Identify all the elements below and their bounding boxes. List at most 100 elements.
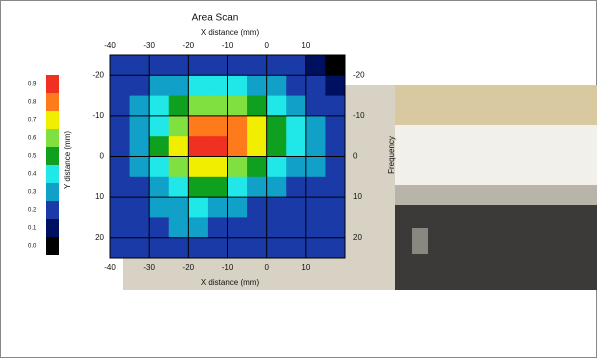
heat-cell (188, 176, 209, 198)
heat-cell (286, 115, 307, 137)
heat-cell (266, 75, 287, 97)
heat-cell (149, 55, 170, 76)
heat-cell (188, 237, 209, 259)
heat-cell (247, 136, 268, 157)
heat-cell (247, 217, 268, 239)
heat-cell (110, 237, 131, 259)
heat-cell (110, 115, 131, 137)
y-tick-label: -10 (92, 111, 104, 120)
heat-cell (129, 136, 150, 157)
heat-cell (247, 156, 268, 178)
heat-cell (325, 237, 346, 259)
heat-cell (129, 176, 150, 198)
colorbar-label: 0.3 (28, 190, 37, 196)
x-tick-label: -20 (183, 41, 195, 50)
heat-cell (168, 75, 189, 97)
heat-cell (168, 55, 189, 76)
heat-cell (247, 55, 268, 76)
y-tick-label: 20 (95, 233, 104, 242)
heat-cell (266, 136, 287, 157)
heat-cell (266, 95, 287, 117)
heat-cell (266, 156, 287, 178)
heat-cell (110, 75, 131, 97)
colorbar-swatch (46, 237, 59, 255)
heat-cell (325, 176, 346, 198)
y-label: Y distance (mm) (63, 131, 72, 189)
colorbar-swatch (46, 219, 59, 237)
heat-cell (286, 55, 307, 76)
colorbar-swatch (46, 201, 59, 219)
heat-cell (168, 237, 189, 259)
heat-cell (305, 197, 326, 218)
heat-cell (266, 237, 287, 259)
x-tick-label: 0 (264, 263, 269, 272)
colorbar-swatch (46, 129, 59, 147)
heat-cell (227, 237, 248, 259)
heat-cell (149, 176, 170, 198)
colorbar-label: 0.7 (28, 118, 37, 124)
heat-cell (325, 156, 346, 178)
heat-cell (149, 75, 170, 97)
heat-cell (305, 176, 326, 198)
colorbar-swatch (46, 147, 59, 165)
heat-cell (168, 95, 189, 117)
heat-cell (227, 95, 248, 117)
heat-cell (247, 115, 268, 137)
colorbar-label: 0.8 (28, 100, 37, 106)
heat-cell (286, 217, 307, 239)
x-tick-label: -20 (183, 263, 195, 272)
heat-cell (110, 55, 131, 76)
heat-cell (207, 197, 228, 218)
y-tick-label: 0 (100, 152, 105, 161)
heat-cell (286, 75, 307, 97)
heat-cell (305, 136, 326, 157)
heat-cell (305, 55, 326, 76)
heat-cell (325, 197, 346, 218)
heat-cell (129, 55, 150, 76)
heat-cell (305, 75, 326, 97)
photo-dark (395, 205, 597, 290)
heat-cell (266, 176, 287, 198)
heat-cell (207, 75, 228, 97)
colorbar-label: 0.1 (28, 226, 37, 232)
heat-cell (207, 115, 228, 137)
heat-cell (247, 176, 268, 198)
heat-cell (207, 136, 228, 157)
heat-cell (168, 136, 189, 157)
heat-cell (286, 136, 307, 157)
colorbar-label: 0.0 (28, 244, 37, 250)
heat-cell (266, 55, 287, 76)
heat-cell (286, 197, 307, 218)
heat-cell (149, 156, 170, 178)
colorbar-label: 0.6 (28, 136, 37, 142)
chart-title: Area Scan (192, 13, 239, 24)
x-tick-label: -30 (143, 41, 155, 50)
colorbar-swatch (46, 165, 59, 183)
colorbar-label: 0.2 (28, 208, 37, 214)
heat-cell (149, 197, 170, 218)
y-tick-label: 10 (353, 192, 362, 201)
heat-cell (207, 237, 228, 259)
heat-cell (286, 176, 307, 198)
heat-cell (325, 55, 346, 76)
y-tick-label: 20 (353, 233, 362, 242)
heat-cell (247, 237, 268, 259)
heat-cell (207, 176, 228, 198)
y-tick-label: -20 (92, 70, 104, 79)
heat-cell (129, 115, 150, 137)
x-label-top: X distance (mm) (201, 28, 260, 37)
heat-cell (266, 197, 287, 218)
photo-top (395, 85, 597, 125)
colorbar-label: 0.5 (28, 154, 37, 160)
heat-cell (325, 75, 346, 97)
heat-cell (247, 95, 268, 117)
x-tick-label: -10 (222, 41, 234, 50)
heat-cell (247, 75, 268, 97)
heat-cell (305, 217, 326, 239)
heat-cell (149, 237, 170, 259)
heat-cell (266, 115, 287, 137)
heat-cell (168, 197, 189, 218)
colorbar-label: 0.9 (28, 82, 37, 88)
photo-band (395, 125, 597, 185)
